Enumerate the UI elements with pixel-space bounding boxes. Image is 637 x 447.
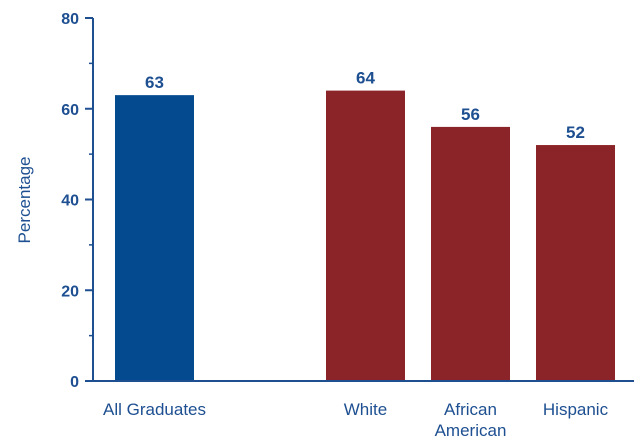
y-axis-title: Percentage — [15, 157, 34, 244]
value-labels: 63 64 56 52 — [145, 69, 585, 142]
y-tick-label: 0 — [70, 374, 79, 391]
y-axis: 0 20 40 60 80 — [61, 11, 94, 391]
value-label: 52 — [566, 123, 585, 142]
bar-3 — [536, 145, 615, 381]
bar-1 — [326, 90, 405, 381]
bars — [115, 90, 615, 382]
bar-0 — [115, 95, 194, 381]
x-tick-label: African American — [435, 400, 507, 440]
x-tick-label: Hispanic — [543, 400, 609, 419]
x-axis-labels: All Graduates White African American Hispani… — [103, 400, 609, 440]
bar-2 — [431, 126, 510, 382]
y-tick-label: 40 — [61, 193, 79, 210]
y-tick-label: 60 — [61, 102, 79, 119]
y-tick-label: 20 — [61, 283, 79, 300]
value-label: 56 — [461, 105, 480, 124]
value-label: 64 — [356, 69, 375, 88]
value-label: 63 — [145, 73, 164, 92]
x-tick-label: All Graduates — [103, 400, 206, 419]
x-tick-label: White — [344, 400, 387, 419]
y-tick-label: 80 — [61, 11, 79, 28]
